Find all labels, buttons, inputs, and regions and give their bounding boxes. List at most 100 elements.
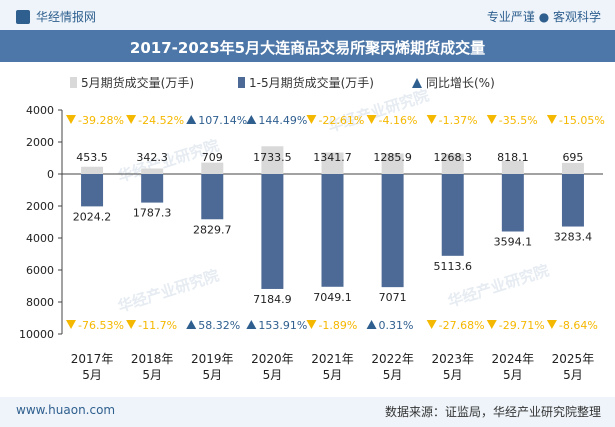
- title-bar: 2017-2025年5月大连商品交易所聚丙烯期货成交量: [0, 30, 615, 62]
- yoy-may-label: -24.52%: [138, 114, 184, 127]
- x-tick-label: 2019年: [191, 352, 234, 366]
- may-bar: [141, 168, 164, 174]
- may-value-label: 1733.5: [253, 151, 292, 164]
- cumulative-bar: [81, 174, 104, 207]
- x-tick-label: 2020年: [251, 352, 294, 366]
- may-value-label: 695: [562, 151, 583, 164]
- yoy-may-label: -22.61%: [318, 114, 364, 127]
- yoy-cumulative-marker: [66, 320, 76, 329]
- cumulative-bar: [501, 174, 524, 232]
- yoy-cumulative-marker: [126, 320, 137, 329]
- cumulative-value-label: 1787.3: [133, 207, 172, 220]
- yoy-may-marker: [246, 115, 257, 124]
- yoy-cumulative-marker: [546, 320, 557, 329]
- yoy-cumulative-label: 0.31%: [379, 319, 414, 332]
- cumulative-value-label: 5113.6: [433, 260, 472, 273]
- cumulative-bar: [261, 174, 284, 289]
- x-tick-label: 2022年: [371, 352, 414, 366]
- x-tick-label-month: 5月: [443, 368, 463, 382]
- may-bar: [561, 162, 584, 174]
- website-link[interactable]: www.huaon.com: [16, 403, 116, 417]
- brand-logo[interactable]: 华经情报网: [16, 8, 96, 25]
- yoy-cumulative-label: -76.53%: [78, 319, 124, 332]
- yoy-cumulative-marker: [426, 320, 437, 329]
- may-value-label: 818.1: [497, 151, 529, 164]
- yoy-cumulative-label: -27.68%: [439, 319, 485, 332]
- x-tick-label-month: 5月: [82, 368, 102, 382]
- cumulative-bar: [561, 174, 584, 227]
- yoy-may-label: 144.49%: [258, 114, 307, 127]
- yoy-may-label: -1.37%: [439, 114, 478, 127]
- legend-label: 5月期货成交量(万手): [81, 75, 194, 90]
- may-value-label: 453.5: [76, 151, 108, 164]
- y-tick-label: 8000: [26, 296, 54, 309]
- y-tick-label: 4000: [26, 104, 54, 117]
- watermark-text: 华经产业研究院: [326, 86, 431, 136]
- yoy-may-marker: [426, 115, 437, 124]
- yoy-may-label: -39.28%: [78, 114, 124, 127]
- yoy-may-label: -15.05%: [559, 114, 605, 127]
- x-tick-label: 2017年: [71, 352, 114, 366]
- cumulative-value-label: 3283.4: [554, 231, 593, 244]
- y-tick-label: 2000: [26, 200, 54, 213]
- may-bar: [201, 162, 224, 174]
- may-bar: [381, 153, 404, 174]
- y-tick-label: 10000: [19, 328, 54, 341]
- y-tick-label: 2000: [26, 136, 54, 149]
- data-source: 数据来源：证监局，华经产业研究院整理: [384, 405, 601, 419]
- may-bar: [321, 152, 344, 174]
- cumulative-value-label: 7184.9: [253, 293, 292, 306]
- x-tick-label: 2018年: [131, 352, 174, 366]
- yoy-may-marker: [486, 115, 497, 124]
- legend-label: 1-5月期货成交量(万手): [249, 75, 374, 90]
- cumulative-bar: [441, 174, 464, 256]
- watermark-text: 华经产业研究院: [116, 266, 221, 316]
- yoy-cumulative-label: 58.32%: [198, 319, 240, 332]
- yoy-cumulative-marker: [306, 320, 317, 329]
- tagline: 专业严谨 ● 客观科学: [486, 10, 601, 24]
- x-tick-label: 2021年: [311, 352, 354, 366]
- yoy-may-marker: [366, 115, 377, 124]
- legend-swatch: [70, 77, 77, 88]
- logo-text: 华经情报网: [36, 10, 97, 24]
- legend-label: 同比增长(%): [426, 76, 495, 90]
- yoy-cumulative-label: -11.7%: [138, 319, 177, 332]
- yoy-cumulative-label: 153.91%: [258, 319, 307, 332]
- x-tick-label: 2025年: [552, 352, 595, 366]
- yoy-may-label: 107.14%: [198, 114, 247, 127]
- footer: www.huaon.com 数据来源：证监局，华经产业研究院整理: [0, 397, 615, 427]
- cumulative-value-label: 2829.7: [193, 223, 232, 236]
- logo-icon: [16, 9, 30, 24]
- yoy-cumulative-label: -1.89%: [318, 319, 357, 332]
- may-value-label: 1341.7: [313, 151, 352, 164]
- x-tick-label-month: 5月: [263, 368, 283, 382]
- yoy-may-label: -4.16%: [379, 114, 418, 127]
- x-tick-label-month: 5月: [142, 368, 162, 382]
- may-bar: [261, 146, 284, 174]
- yoy-may-marker: [126, 115, 137, 124]
- yoy-cumulative-marker: [366, 320, 377, 329]
- x-tick-label: 2024年: [492, 352, 535, 366]
- cumulative-value-label: 7049.1: [313, 291, 352, 304]
- may-bar: [501, 160, 524, 174]
- x-tick-label-month: 5月: [202, 368, 222, 382]
- may-value-label: 1285.9: [373, 151, 412, 164]
- x-tick-label-month: 5月: [563, 368, 583, 382]
- yoy-cumulative-label: -8.64%: [559, 319, 598, 332]
- may-bar: [81, 166, 104, 174]
- x-tick-label-month: 5月: [323, 368, 343, 382]
- x-tick-label-month: 5月: [503, 368, 523, 382]
- yoy-may-marker: [306, 115, 317, 124]
- x-tick-label-month: 5月: [383, 368, 403, 382]
- chart-title: 2017-2025年5月大连商品交易所聚丙烯期货成交量: [129, 39, 486, 57]
- may-value-label: 342.3: [136, 151, 168, 164]
- yoy-may-marker: [546, 115, 557, 124]
- legend-triangle: [412, 78, 422, 88]
- may-value-label: 709: [202, 151, 223, 164]
- cumulative-bar: [321, 174, 344, 287]
- yoy-cumulative-marker: [186, 320, 197, 329]
- cumulative-bar: [201, 174, 224, 220]
- yoy-cumulative-label: -29.71%: [499, 319, 545, 332]
- yoy-cumulative-marker: [246, 320, 257, 329]
